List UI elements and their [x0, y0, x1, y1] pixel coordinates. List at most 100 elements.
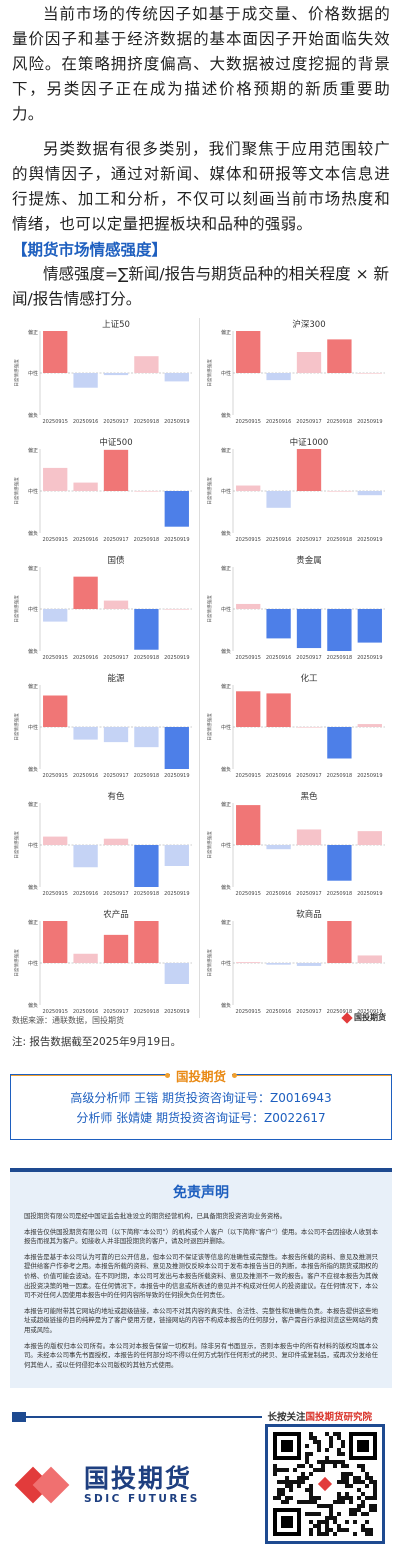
chart-bar — [266, 491, 291, 508]
chart-bar — [164, 609, 189, 610]
chart-bar — [357, 491, 382, 496]
x-tick-label: 20250916 — [73, 655, 98, 661]
analyst-brand: 国投期货 — [170, 1066, 233, 1085]
y-tick-label: 中性 — [28, 606, 38, 613]
y-tick-label: 偏负 — [221, 648, 231, 655]
x-tick-label: 20250918 — [327, 537, 352, 543]
chart-bar — [103, 373, 129, 376]
y-axis-title: 日度情感强度 — [13, 831, 20, 859]
follow-highlight: 国投期货研究院 — [305, 1412, 372, 1424]
y-tick-label: 偏正 — [221, 447, 231, 454]
x-tick-label: 20250919 — [357, 655, 382, 661]
y-tick-label: 中性 — [221, 960, 231, 967]
sentiment-chart: 软商品 偏正 中性 偏负 日度情感强度 20250915 20250916 20250917 2… — [205, 908, 389, 1024]
x-tick-label: 20250917 — [296, 537, 321, 543]
x-tick-label: 20250917 — [103, 1009, 128, 1015]
y-tick-label: 中性 — [221, 724, 231, 731]
chart-bar — [103, 934, 129, 963]
x-tick-label: 20250919 — [357, 419, 382, 425]
follow-prefix: 长按关注 — [267, 1412, 306, 1424]
x-tick-label: 20250916 — [73, 773, 98, 779]
chart-title: 黑色 — [300, 791, 318, 802]
x-tick-label: 20250917 — [296, 891, 321, 897]
x-tick-label: 20250918 — [327, 891, 352, 897]
sentiment-chart: 能源 偏正 中性 偏负 日度情感强度 20250915 20250916 20250917 20… — [12, 672, 196, 788]
qr-code-icon — [273, 1432, 377, 1537]
x-tick-label: 20250916 — [73, 1009, 98, 1015]
chart-bar — [134, 356, 159, 373]
chart-title: 中证500 — [99, 437, 132, 448]
y-tick-label: 偏正 — [28, 801, 38, 808]
chart-bar — [266, 845, 291, 850]
chart-bar — [103, 600, 129, 609]
y-tick-label: 偏负 — [221, 1002, 231, 1009]
chart-bar — [43, 331, 68, 373]
y-axis-title: 日度情感强度 — [206, 595, 213, 623]
y-axis-title: 日度情感强度 — [13, 477, 20, 505]
x-tick-label: 20250917 — [103, 773, 128, 779]
chart-title: 有色 — [107, 791, 125, 802]
y-tick-label: 中性 — [28, 724, 38, 731]
y-axis-title: 日度情感强度 — [13, 949, 20, 977]
sentiment-chart: 农产品 偏正 中性 偏负 日度情感强度 20250915 20250916 20250917 2… — [12, 908, 196, 1024]
x-tick-label: 20250918 — [327, 773, 352, 779]
chart-bar — [266, 963, 291, 965]
x-tick-label: 20250915 — [235, 419, 260, 425]
chart-bar — [357, 831, 382, 845]
qr-code[interactable] — [265, 1424, 385, 1545]
x-tick-label: 20250918 — [134, 419, 159, 425]
formula-text: 情感强度=∑新闻/报告与期货品种的相关程度 × 新闻/报告情感打分。 — [12, 265, 389, 308]
chart-title: 沪深300 — [292, 319, 325, 330]
logo-cn: 国投期货 — [84, 1464, 193, 1494]
y-tick-label: 偏负 — [221, 884, 231, 891]
chart-bar — [357, 373, 382, 374]
y-tick-label: 偏负 — [221, 766, 231, 773]
disclaimer-title: 免责声明 — [173, 1185, 229, 1201]
chart-title: 化工 — [300, 673, 318, 684]
intro-paragraph-2: 另类数据有很多类别，我们聚焦于应用范围较广的舆情因子，通过对新闻、媒体和研报等文… — [12, 140, 390, 233]
chart-bar — [327, 339, 352, 373]
source-logo: 国投期货 — [341, 1011, 386, 1024]
x-tick-label: 20250919 — [164, 773, 189, 779]
chart-bar — [357, 955, 382, 963]
chart-bar — [43, 921, 68, 963]
disclaimer-paragraph: 本报告的版权归本公司所有。本公司对本报告保留一切权利。除非另有书面显示，否则本报… — [24, 1341, 378, 1369]
x-tick-label: 20250915 — [42, 1009, 67, 1015]
y-axis-title: 日度情感强度 — [13, 359, 20, 387]
chart-bar — [327, 491, 352, 492]
x-tick-label: 20250915 — [235, 655, 260, 661]
x-tick-label: 20250915 — [235, 773, 260, 779]
y-tick-label: 偏正 — [28, 565, 38, 572]
chart-title: 国债 — [107, 555, 125, 566]
chart-bar — [296, 609, 322, 649]
analyst-line-1: 高级分析师 王锴 期货投资咨询证号：Z0016943 — [70, 1091, 332, 1105]
y-tick-label: 中性 — [221, 606, 231, 613]
chart-bar — [266, 693, 291, 727]
logo-diamonds-icon — [14, 1464, 76, 1506]
y-tick-label: 偏负 — [28, 1002, 38, 1009]
y-tick-label: 偏负 — [28, 412, 38, 419]
x-tick-label: 20250916 — [73, 419, 98, 425]
disclaimer-paragraph: 本报告是基于本公司认为可靠的已公开信息，但本公司不保证该等信息的准确性或完整性。… — [24, 1252, 378, 1300]
chart-bar — [327, 921, 352, 963]
y-tick-label: 偏正 — [221, 801, 231, 808]
x-tick-label: 20250916 — [73, 537, 98, 543]
y-tick-label: 偏正 — [221, 683, 231, 690]
chart-bar — [164, 373, 189, 382]
x-tick-label: 20250915 — [235, 1009, 260, 1015]
grid-divider — [199, 318, 200, 1018]
chart-bar — [236, 691, 261, 727]
chart-bar — [296, 727, 322, 728]
chart-bar — [164, 491, 189, 527]
x-tick-label: 20250918 — [327, 1009, 352, 1015]
x-tick-label: 20250916 — [73, 891, 98, 897]
x-tick-label: 20250918 — [134, 537, 159, 543]
y-axis-title: 日度情感强度 — [206, 477, 213, 505]
